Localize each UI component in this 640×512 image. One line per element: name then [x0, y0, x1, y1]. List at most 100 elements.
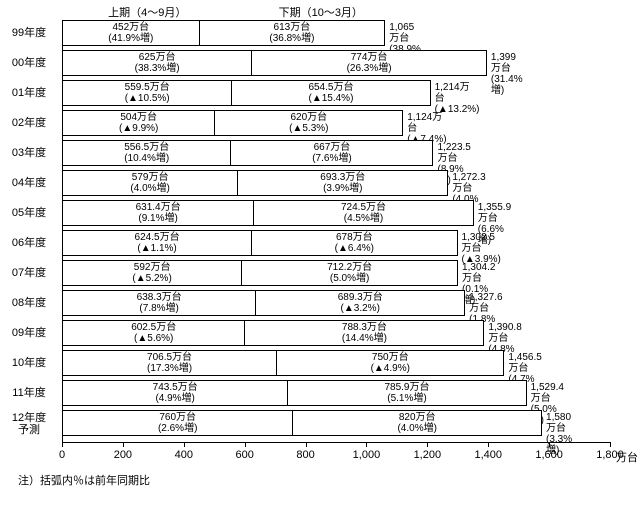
- first-pct: (7.8%増): [63, 303, 255, 314]
- bar-first-half: 625万台 (38.3%増): [62, 50, 252, 76]
- total-value: 1,355.9万台: [478, 202, 511, 224]
- year-label: 10年度: [0, 357, 58, 369]
- second-value: 788.3万台: [245, 322, 483, 333]
- second-pct: (4.5%増): [254, 213, 473, 224]
- bar-second-half: 693.3万台 (3.9%増): [237, 170, 448, 196]
- x-tick: [488, 442, 489, 447]
- year-label: 07年度: [0, 267, 58, 279]
- total-value: 1,399万台: [491, 52, 523, 74]
- bar-first-half: 624.5万台 (▲1.1%): [62, 230, 252, 256]
- x-tick-label: 800: [296, 449, 314, 461]
- header-second: 下期（10～3月）: [261, 4, 381, 20]
- bar-row: 03年度 556.5万台 (10.4%増) 667万台 (7.6%増) 1,22…: [0, 140, 640, 166]
- bar-second-half: 678万台 (▲6.4%): [251, 230, 457, 256]
- year-label: 05年度: [0, 207, 58, 219]
- first-pct: (▲5.6%): [63, 333, 244, 344]
- first-value: 452万台: [63, 22, 199, 33]
- total-value: 1,124万台: [407, 112, 446, 134]
- year-label: 00年度: [0, 57, 58, 69]
- first-pct: (▲10.5%): [63, 93, 231, 104]
- bar-first-half: 760万台 (2.6%増): [62, 410, 293, 436]
- bar-second-half: 774万台 (26.3%増): [251, 50, 487, 76]
- x-axis-unit: 万台: [616, 449, 638, 465]
- x-tick-label: 1,400: [474, 449, 502, 461]
- bar-row: 10年度 706.5万台 (17.3%増) 750万台 (▲4.9%) 1,45…: [0, 350, 640, 376]
- total-value: 1,390.8万台: [488, 322, 521, 344]
- bar-second-half: 689.3万台 (▲3.2%): [255, 290, 465, 316]
- second-value: 724.5万台: [254, 202, 473, 213]
- bar-second-half: 613万台 (36.8%増): [199, 20, 386, 46]
- first-pct: (4.0%増): [63, 183, 237, 194]
- total-value: 1,456.5万台: [508, 352, 541, 374]
- first-value: 624.5万台: [63, 232, 251, 243]
- second-value: 667万台: [231, 142, 432, 153]
- x-tick: [306, 442, 307, 447]
- x-tick: [427, 442, 428, 447]
- bar-first-half: 631.4万台 (9.1%増): [62, 200, 254, 226]
- bar-first-half: 592万台 (▲5.2%): [62, 260, 242, 286]
- bar-second-half: 620万台 (▲5.3%): [214, 110, 403, 136]
- year-label: 06年度: [0, 237, 58, 249]
- bar-second-half: 654.5万台 (▲15.4%): [231, 80, 430, 106]
- bar-first-half: 556.5万台 (10.4%増): [62, 140, 231, 166]
- x-tick-label: 0: [59, 449, 65, 461]
- footnote: 注）括弧内％は前年同期比: [18, 472, 150, 488]
- total-value: 1,327.6万台: [469, 292, 502, 314]
- first-pct: (▲1.1%): [63, 243, 251, 254]
- bar-second-half: 667万台 (7.6%増): [230, 140, 433, 166]
- bar-first-half: 706.5万台 (17.3%増): [62, 350, 277, 376]
- second-pct: (7.6%増): [231, 153, 432, 164]
- second-pct: (14.4%増): [245, 333, 483, 344]
- year-label: 01年度: [0, 87, 58, 99]
- bar-row: 00年度 625万台 (38.3%増) 774万台 (26.3%増) 1,399…: [0, 50, 640, 76]
- bar-first-half: 504万台 (▲9.9%): [62, 110, 215, 136]
- bar-first-half: 579万台 (4.0%増): [62, 170, 238, 196]
- bar-row: 01年度 559.5万台 (▲10.5%) 654.5万台 (▲15.4%) 1…: [0, 80, 640, 106]
- shipment-chart: 上期（4～9月） 下期（10～3月） 99年度 452万台 (41.9%増) 61…: [0, 0, 640, 512]
- first-value: 631.4万台: [63, 202, 253, 213]
- first-pct: (38.3%増): [63, 63, 251, 74]
- x-tick-label: 200: [114, 449, 132, 461]
- second-value: 820万台: [293, 412, 541, 423]
- first-pct: (2.6%増): [63, 423, 292, 434]
- year-label: 11年度: [0, 387, 58, 399]
- first-pct: (9.1%増): [63, 213, 253, 224]
- second-pct: (▲3.2%): [256, 303, 464, 314]
- first-value: 743.5万台: [63, 382, 287, 393]
- second-pct: (36.8%増): [200, 33, 385, 44]
- x-axis-line: [62, 442, 610, 443]
- first-value: 559.5万台: [63, 82, 231, 93]
- second-value: 689.3万台: [256, 292, 464, 303]
- x-tick-label: 1,600: [535, 449, 563, 461]
- second-pct: (▲6.4%): [252, 243, 456, 254]
- year-label: 99年度: [0, 27, 58, 39]
- second-pct: (▲15.4%): [232, 93, 429, 104]
- x-tick-label: 400: [175, 449, 193, 461]
- bar-row: 12年度予測 760万台 (2.6%増) 820万台 (4.0%増) 1,580…: [0, 410, 640, 436]
- first-value: 602.5万台: [63, 322, 244, 333]
- second-value: 750万台: [277, 352, 503, 363]
- bar-row: 04年度 579万台 (4.0%増) 693.3万台 (3.9%増) 1,272…: [0, 170, 640, 196]
- first-pct: (10.4%増): [63, 153, 230, 164]
- x-tick-label: 1,200: [414, 449, 442, 461]
- bar-first-half: 559.5万台 (▲10.5%): [62, 80, 232, 106]
- x-tick: [245, 442, 246, 447]
- header-first: 上期（4～9月）: [87, 4, 207, 20]
- bar-row: 07年度 592万台 (▲5.2%) 712.2万台 (5.0%増) 1,304…: [0, 260, 640, 286]
- second-value: 678万台: [252, 232, 456, 243]
- bar-first-half: 602.5万台 (▲5.6%): [62, 320, 245, 346]
- year-label: 04年度: [0, 177, 58, 189]
- bar-row: 02年度 504万台 (▲9.9%) 620万台 (▲5.3%) 1,124万台…: [0, 110, 640, 136]
- first-pct: (41.9%増): [63, 33, 199, 44]
- bar-second-half: 785.9万台 (5.1%増): [287, 380, 526, 406]
- year-label: 09年度: [0, 327, 58, 339]
- first-pct: (4.9%増): [63, 393, 287, 404]
- year-label: 12年度予測: [0, 412, 58, 436]
- first-pct: (▲5.2%): [63, 273, 241, 284]
- first-value: 504万台: [63, 112, 214, 123]
- bar-row: 08年度 638.3万台 (7.8%増) 689.3万台 (▲3.2%) 1,3…: [0, 290, 640, 316]
- year-label: 03年度: [0, 147, 58, 159]
- x-tick: [366, 442, 367, 447]
- second-pct: (26.3%増): [252, 63, 486, 74]
- y-axis-line: [62, 20, 63, 442]
